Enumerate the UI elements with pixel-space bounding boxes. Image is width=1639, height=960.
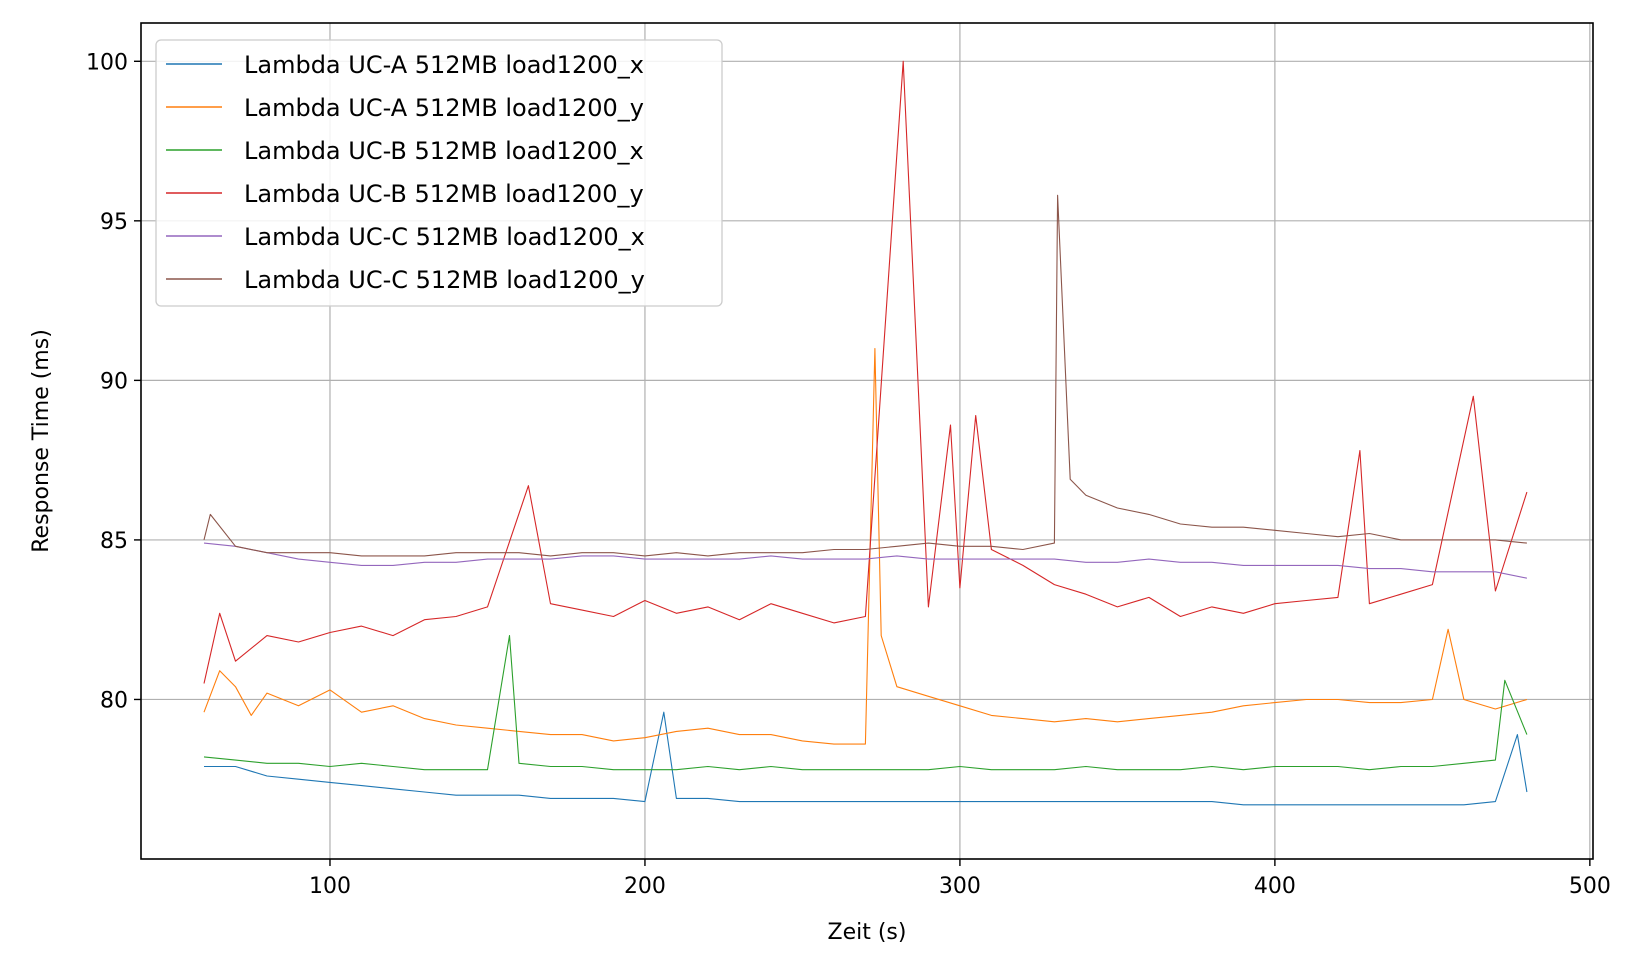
series-lines [203, 60, 1528, 806]
y-tick-label: 90 [100, 369, 128, 394]
legend-entry: Lambda UC-A 512MB load1200_y [244, 94, 644, 122]
series-line [203, 194, 1527, 557]
x-axis-title: Zeit (s) [828, 920, 907, 945]
x-tick-label: 400 [1254, 874, 1296, 899]
x-tick-label: 300 [939, 874, 981, 899]
plot-frame [140, 22, 1594, 860]
legend: Lambda UC-A 512MB load1200_x Lambda UC-A … [155, 39, 723, 307]
legend-entry: Lambda UC-A 512MB load1200_x [244, 51, 644, 79]
legend-entry: Lambda UC-B 512MB load1200_x [244, 137, 644, 165]
x-tick-label: 100 [309, 874, 351, 899]
y-tick-label: 80 [100, 688, 128, 713]
series-line [203, 542, 1528, 579]
series-line [204, 711, 1528, 806]
series-line [203, 347, 1528, 745]
y-tick-label: 95 [100, 210, 128, 235]
legend-entry: Lambda UC-C 512MB load1200_y [244, 266, 645, 294]
y-tick-label: 85 [100, 529, 128, 554]
legend-entry: Lambda UC-B 512MB load1200_y [244, 180, 644, 208]
axis-ticks: 100 200 300 400 500 80 85 90 95 100 [86, 50, 1611, 899]
series-line [203, 60, 1528, 684]
y-tick-label: 100 [86, 50, 128, 75]
x-tick-label: 200 [624, 874, 666, 899]
series-line [203, 635, 1528, 771]
legend-entry: Lambda UC-C 512MB load1200_x [244, 223, 645, 251]
x-tick-label: 500 [1569, 874, 1611, 899]
y-axis-title: Response Time (ms) [29, 329, 54, 553]
legend-box [155, 39, 723, 307]
